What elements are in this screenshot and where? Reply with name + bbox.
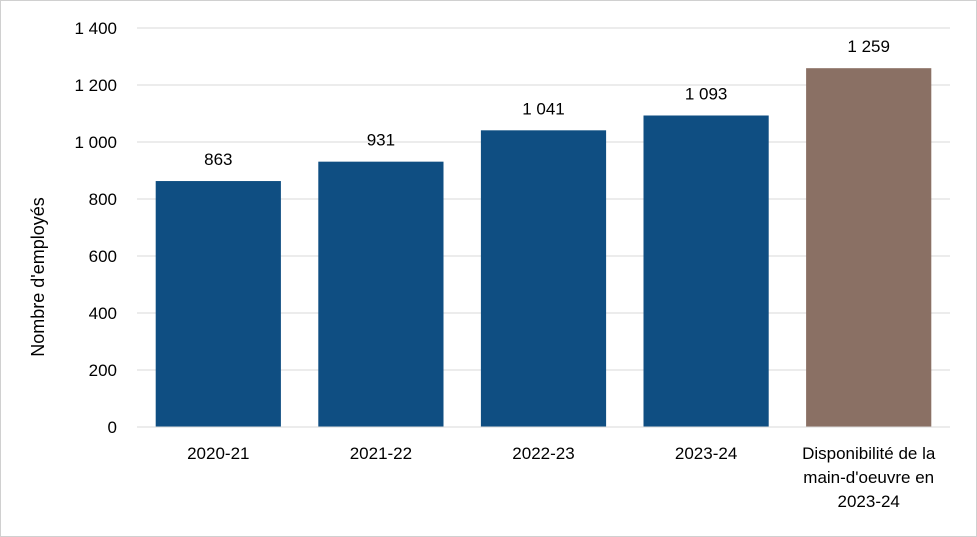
x-tick-label: 2020-21 <box>187 444 249 463</box>
y-tick-label: 0 <box>108 418 117 437</box>
bar <box>155 181 281 427</box>
y-axis-label: Nombre d'employés <box>28 197 48 357</box>
bar <box>480 130 607 427</box>
data-label: 1 093 <box>685 84 728 103</box>
bar <box>643 115 769 428</box>
data-label: 1 259 <box>847 37 890 56</box>
y-tick-label: 600 <box>89 247 117 266</box>
bars <box>155 68 932 428</box>
bar <box>806 68 932 427</box>
data-labels: 863 931 1 041 1 093 1 259 <box>204 37 890 169</box>
y-tick-label: 200 <box>89 361 117 380</box>
x-tick-label: 2021-22 <box>350 444 412 463</box>
x-tick-label: 2023-24 <box>675 444 737 463</box>
x-axis-ticks: 2020-21 2021-22 2022-23 2023-24 Disponibilit… <box>187 444 936 511</box>
y-tick-label: 1 400 <box>74 19 117 38</box>
x-tick-label: 2022-23 <box>512 444 574 463</box>
y-axis-ticks: 0 200 400 600 800 1 000 1 200 1 400 <box>74 19 117 437</box>
y-tick-label: 800 <box>89 190 117 209</box>
data-label: 1 041 <box>522 99 565 118</box>
data-label: 863 <box>204 150 232 169</box>
x-tick-label: Disponibilité de la main-d'oeuvre en 2023-… <box>802 444 936 511</box>
y-tick-label: 400 <box>89 304 117 323</box>
data-label: 931 <box>367 131 395 150</box>
y-tick-label: 1 200 <box>74 76 117 95</box>
bar <box>318 161 444 428</box>
y-tick-label: 1 000 <box>74 133 117 152</box>
